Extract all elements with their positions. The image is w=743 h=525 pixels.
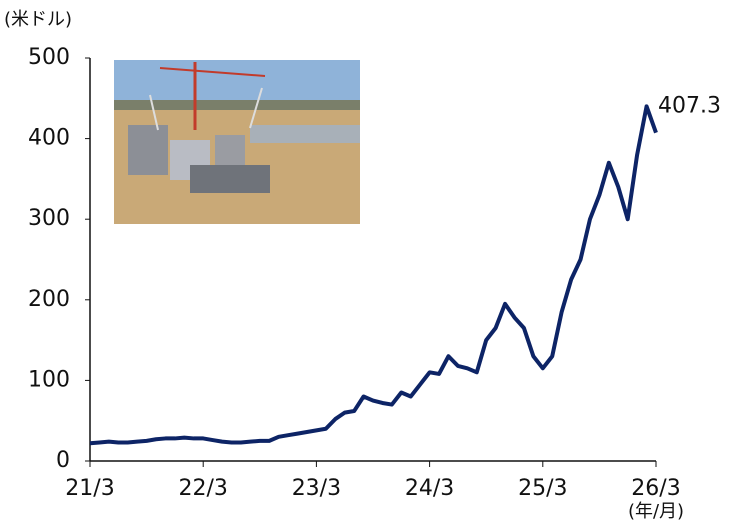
y-tick-label: 200 [28, 287, 70, 312]
x-unit: (年/月) [628, 501, 684, 522]
y-tick-label: 300 [28, 206, 70, 231]
y-tick-label: 100 [28, 367, 70, 392]
y-tick-label: 500 [28, 45, 70, 70]
y-unit: (米ドル) [4, 9, 72, 30]
y-tick-label: 0 [56, 448, 70, 473]
x-tick-label: 25/3 [518, 476, 567, 501]
photo-inset [114, 60, 360, 224]
series-line [89, 104, 658, 446]
y-tick-label: 400 [28, 126, 70, 151]
x-tick-label: 24/3 [405, 476, 454, 501]
value-label: 407.3 [658, 93, 721, 118]
x-tick-label: 21/3 [65, 476, 114, 501]
x-tick-label: 26/3 [631, 476, 680, 501]
x-tick-label: 22/3 [178, 476, 227, 501]
x-tick-label: 23/3 [292, 476, 341, 501]
